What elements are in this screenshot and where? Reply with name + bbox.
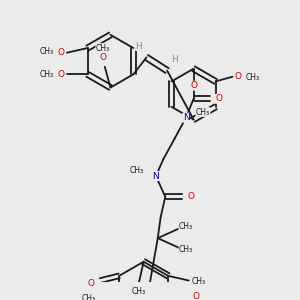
Text: CH₃: CH₃ xyxy=(82,294,96,300)
Text: O: O xyxy=(187,192,194,201)
Text: CH₃: CH₃ xyxy=(191,277,205,286)
Text: CH₃: CH₃ xyxy=(179,222,193,231)
Text: CH₃: CH₃ xyxy=(179,245,193,254)
Text: O: O xyxy=(87,279,94,288)
Text: CH₃: CH₃ xyxy=(245,73,259,82)
Text: O: O xyxy=(58,70,65,79)
Text: CH₃: CH₃ xyxy=(196,107,210,116)
Text: H: H xyxy=(171,55,178,64)
Text: N: N xyxy=(183,113,189,122)
Text: O: O xyxy=(99,53,106,62)
Text: O: O xyxy=(58,48,65,57)
Text: CH₃: CH₃ xyxy=(39,70,53,79)
Text: CH₃: CH₃ xyxy=(130,166,144,175)
Text: O: O xyxy=(190,81,197,90)
Text: CH₃: CH₃ xyxy=(39,47,53,56)
Text: N: N xyxy=(152,172,159,181)
Text: O: O xyxy=(193,292,200,300)
Text: H: H xyxy=(136,42,142,51)
Text: CH₃: CH₃ xyxy=(96,44,110,52)
Text: O: O xyxy=(235,72,242,81)
Text: CH₃: CH₃ xyxy=(132,287,146,296)
Text: O: O xyxy=(215,94,223,103)
